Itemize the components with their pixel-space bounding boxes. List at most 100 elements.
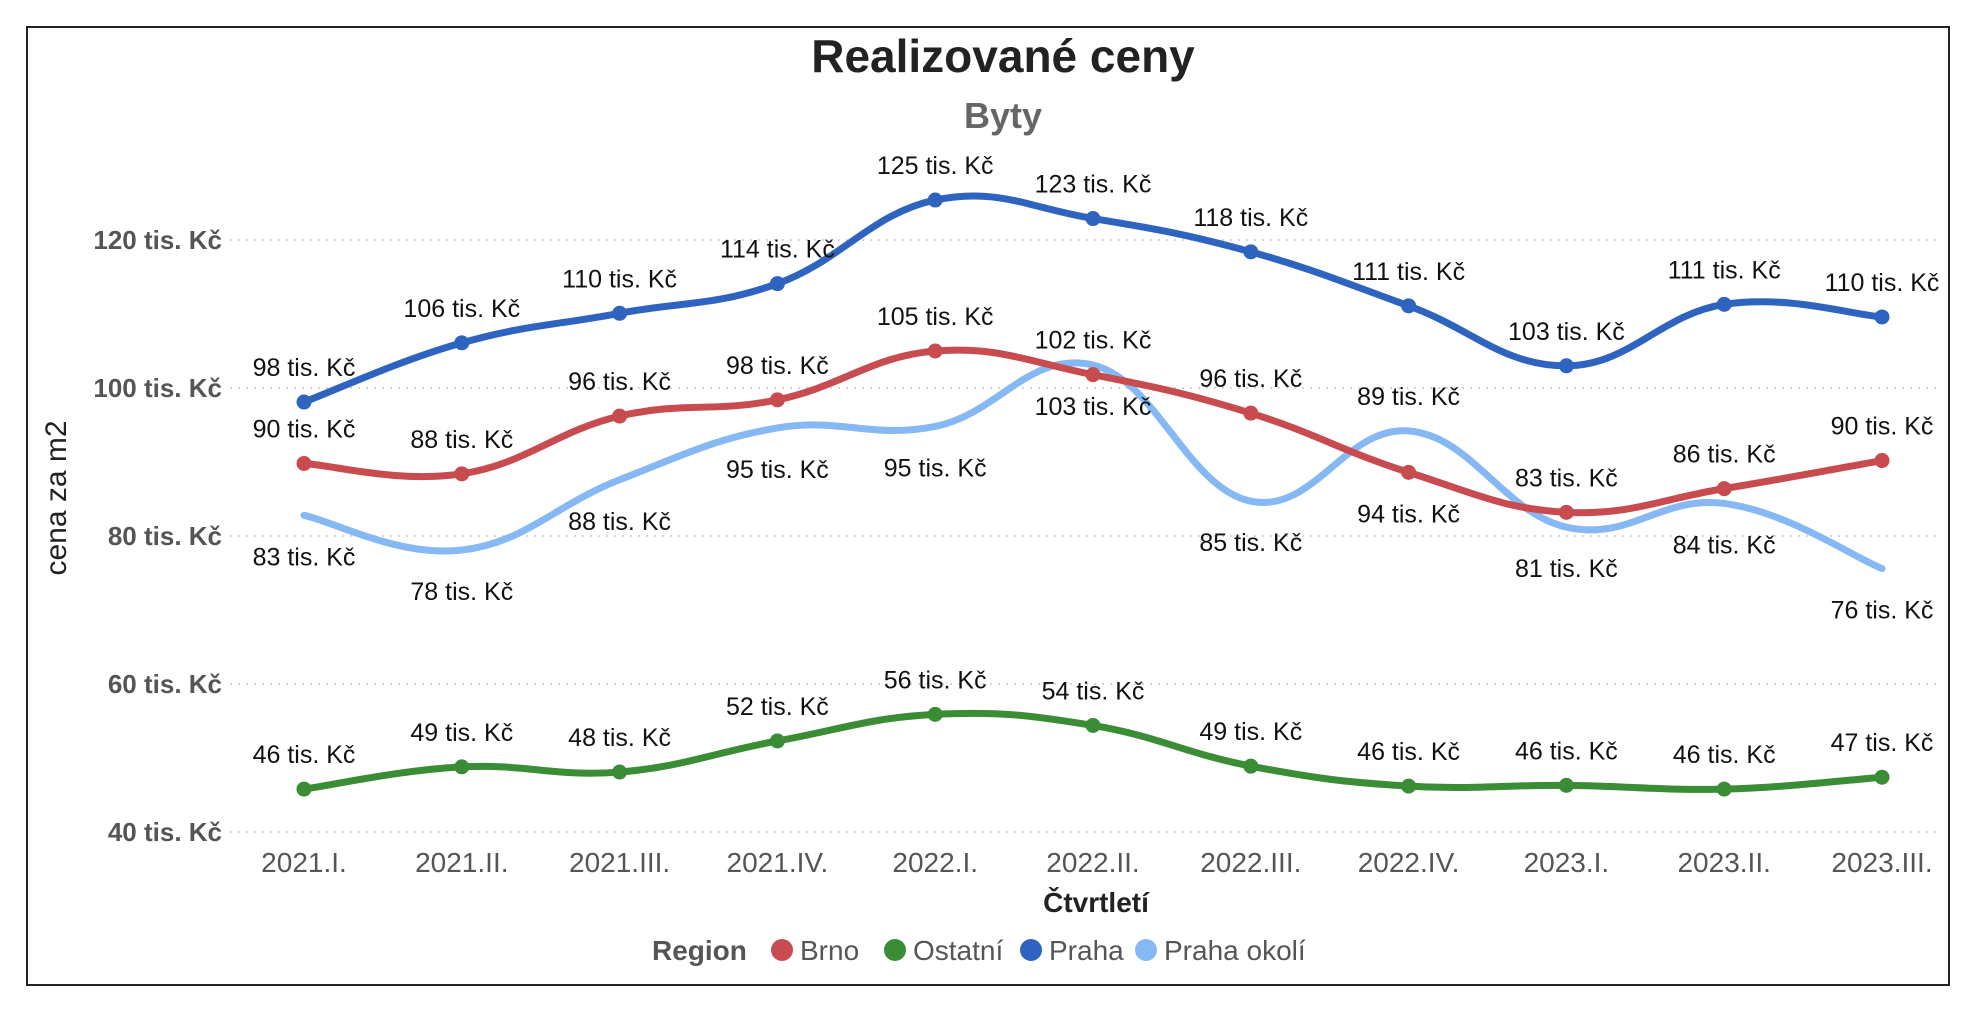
data-point-brno xyxy=(1085,367,1101,383)
data-point-praha xyxy=(1401,298,1417,314)
data-point-ostatn- xyxy=(1558,777,1574,793)
data-label-brno: 96 tis. Kč xyxy=(1199,365,1302,393)
data-label-ostatn-: 46 tis. Kč xyxy=(253,741,356,769)
data-label-praha: 110 tis. Kč xyxy=(1825,269,1940,297)
data-label-praha-okol-: 95 tis. Kč xyxy=(726,456,829,484)
data-point-brno xyxy=(612,408,628,424)
legend-marker-ostatn- xyxy=(884,939,906,961)
data-point-ostatn- xyxy=(1085,717,1101,733)
x-tick-label: 2022.IV. xyxy=(1358,847,1460,878)
data-label-ostatn-: 49 tis. Kč xyxy=(1199,718,1302,746)
data-labels: 83 tis. Kč 78 tis. Kč 88 tis. Kč 95 tis. Kč… xyxy=(253,152,1940,769)
data-point-ostatn- xyxy=(1716,781,1732,797)
legend-items: Brno Ostatní Praha Praha okolí xyxy=(771,935,1306,966)
data-label-brno: 96 tis. Kč xyxy=(568,368,671,396)
y-tick-label: 80 tis. Kč xyxy=(108,521,222,551)
x-tick-label: 2021.IV. xyxy=(727,847,829,878)
data-label-ostatn-: 48 tis. Kč xyxy=(568,724,671,752)
data-label-ostatn-: 46 tis. Kč xyxy=(1673,741,1776,769)
data-point-brno xyxy=(1716,481,1732,497)
y-tick-label: 100 tis. Kč xyxy=(93,373,222,403)
data-point-ostatn- xyxy=(1243,758,1259,774)
data-label-praha-okol-: 84 tis. Kč xyxy=(1673,531,1776,559)
x-tick-label: 2022.II. xyxy=(1046,847,1139,878)
data-label-praha-okol-: 88 tis. Kč xyxy=(568,508,671,536)
data-point-praha xyxy=(612,305,628,321)
data-point-praha xyxy=(296,394,312,410)
data-label-praha-okol-: 103 tis. Kč xyxy=(1035,393,1152,421)
data-label-praha: 103 tis. Kč xyxy=(1508,318,1625,346)
legend-label-brno: Brno xyxy=(800,935,859,966)
data-label-brno: 90 tis. Kč xyxy=(253,415,356,443)
data-point-ostatn- xyxy=(454,759,470,775)
y-tick-label: 40 tis. Kč xyxy=(108,817,222,847)
data-point-brno xyxy=(296,455,312,471)
data-point-brno xyxy=(1243,405,1259,421)
data-label-praha: 114 tis. Kč xyxy=(720,236,835,264)
legend-marker-praha xyxy=(1020,939,1042,961)
x-tick-label: 2023.II. xyxy=(1677,847,1770,878)
data-label-ostatn-: 54 tis. Kč xyxy=(1042,677,1145,705)
data-label-praha: 110 tis. Kč xyxy=(562,265,677,293)
chart-title: Realizované ceny xyxy=(811,30,1195,82)
data-label-praha: 125 tis. Kč xyxy=(877,152,994,180)
x-tick-label: 2022.III. xyxy=(1200,847,1301,878)
legend-marker-brno xyxy=(771,939,793,961)
data-label-brno: 90 tis. Kč xyxy=(1831,413,1934,441)
data-label-praha: 118 tis. Kč xyxy=(1193,204,1308,232)
data-point-ostatn- xyxy=(1874,769,1890,785)
data-point-brno xyxy=(1874,453,1890,469)
legend-label-praha-okol-: Praha okolí xyxy=(1164,935,1306,966)
y-tick-label: 120 tis. Kč xyxy=(93,225,222,255)
data-point-brno xyxy=(927,343,943,359)
data-point-praha xyxy=(1874,309,1890,325)
data-label-praha: 111 tis. Kč xyxy=(1668,256,1781,284)
x-axis-ticks: 2021.I. 2021.II. 2021.III. 2021.IV. 2022.I. 2… xyxy=(261,847,1932,878)
series-lines xyxy=(296,192,1890,797)
data-label-ostatn-: 47 tis. Kč xyxy=(1831,729,1934,757)
y-axis-label: cena za m2 xyxy=(40,420,73,575)
data-label-praha-okol-: 76 tis. Kč xyxy=(1831,597,1934,625)
legend-label-ostatn-: Ostatní xyxy=(913,935,1003,966)
data-label-brno: 102 tis. Kč xyxy=(1035,327,1152,355)
data-point-ostatn- xyxy=(296,781,312,797)
data-label-praha: 98 tis. Kč xyxy=(253,354,356,382)
data-point-ostatn- xyxy=(769,733,785,749)
data-label-brno: 98 tis. Kč xyxy=(726,352,829,380)
data-point-ostatn- xyxy=(1401,778,1417,794)
data-point-brno xyxy=(454,466,470,482)
data-label-brno: 88 tis. Kč xyxy=(410,426,513,454)
x-tick-label: 2021.I. xyxy=(261,847,347,878)
data-label-ostatn-: 52 tis. Kč xyxy=(726,693,829,721)
data-label-praha-okol-: 78 tis. Kč xyxy=(410,578,513,606)
x-tick-label: 2023.I. xyxy=(1524,847,1610,878)
data-label-brno: 105 tis. Kč xyxy=(877,303,994,331)
legend-title: Region xyxy=(652,935,747,966)
data-label-praha-okol-: 95 tis. Kč xyxy=(884,454,987,482)
legend: Region Brno Ostatní Praha Praha okolí xyxy=(652,935,1306,966)
y-tick-label: 60 tis. Kč xyxy=(108,669,222,699)
data-label-brno: 83 tis. Kč xyxy=(1515,464,1618,492)
data-label-brno: 86 tis. Kč xyxy=(1673,441,1776,469)
data-label-ostatn-: 46 tis. Kč xyxy=(1515,737,1618,765)
legend-label-praha: Praha xyxy=(1049,935,1124,966)
data-point-praha xyxy=(1716,296,1732,312)
x-tick-label: 2021.III. xyxy=(569,847,670,878)
data-label-praha: 123 tis. Kč xyxy=(1035,171,1152,199)
data-point-brno xyxy=(769,392,785,408)
data-point-brno xyxy=(1401,464,1417,480)
data-label-ostatn-: 56 tis. Kč xyxy=(884,666,987,694)
data-label-praha-okol-: 81 tis. Kč xyxy=(1515,555,1618,583)
data-label-praha-okol-: 89 tis. Kč xyxy=(1357,383,1460,411)
data-point-ostatn- xyxy=(927,706,943,722)
gridlines xyxy=(230,239,1942,833)
data-label-praha: 106 tis. Kč xyxy=(403,295,520,323)
data-label-brno: 94 tis. Kč xyxy=(1357,500,1460,528)
y-axis-ticks: 40 tis. Kč 60 tis. Kč 80 tis. Kč 100 tis. K… xyxy=(93,225,222,847)
x-axis-label: Čtvrtletí xyxy=(1043,886,1150,918)
series-line-praha-okol- xyxy=(300,359,1886,573)
data-point-ostatn- xyxy=(612,764,628,780)
data-point-brno xyxy=(1558,504,1574,520)
x-tick-label: 2023.III. xyxy=(1831,847,1932,878)
data-label-praha-okol-: 85 tis. Kč xyxy=(1199,529,1302,557)
